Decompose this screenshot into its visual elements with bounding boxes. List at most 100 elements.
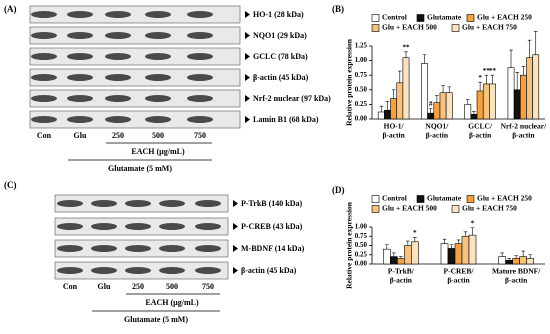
y-tick-label: 0.25 <box>355 100 368 108</box>
blot-label: P-TrkB (140 kDa) <box>241 199 303 208</box>
blot-label: P-CREB (43 kDa) <box>241 222 303 231</box>
bar <box>402 57 410 120</box>
error-bar <box>428 108 433 114</box>
lane-label: 500 <box>152 131 164 140</box>
error-bar <box>385 101 390 111</box>
x-tick-label: P-TrkB/ <box>388 267 415 276</box>
blot-label: GCLC (78 kDa) <box>253 52 308 61</box>
bar <box>396 82 404 120</box>
bar <box>447 248 456 265</box>
error-bar <box>521 66 526 76</box>
bar <box>440 243 449 265</box>
significance: # <box>429 100 433 108</box>
band <box>105 74 131 81</box>
x-tick-label: β-actin <box>382 131 405 140</box>
y-tick-label: 0.50 <box>355 241 368 249</box>
error-bar <box>441 85 445 93</box>
legend-swatch <box>416 195 425 203</box>
base-label: Glutamate (5 mM) <box>124 315 188 324</box>
error-bar <box>509 49 513 68</box>
error-bar <box>456 239 461 244</box>
arrow <box>233 245 238 252</box>
band <box>91 245 117 252</box>
x-tick-label: GCLC/ <box>468 122 493 131</box>
lane-label: 750 <box>194 131 206 140</box>
band <box>187 53 213 60</box>
bar <box>498 256 506 265</box>
error-bar <box>391 89 396 99</box>
significance: * <box>471 219 475 227</box>
x-tick-label: Nrf-2 nuclear/ <box>501 122 548 131</box>
bar <box>519 256 527 265</box>
legend-label: Glutamate <box>427 13 462 22</box>
bar <box>489 83 496 120</box>
band <box>91 223 117 230</box>
error-bar <box>500 252 504 257</box>
y-tick-label: 1.00 <box>355 56 368 64</box>
legend-swatch <box>371 205 380 213</box>
error-bar <box>399 256 403 259</box>
significance: * <box>413 229 417 237</box>
bar <box>454 243 463 265</box>
band <box>145 11 171 18</box>
error-bar <box>521 250 525 257</box>
band <box>125 245 151 252</box>
error-bar <box>442 238 447 244</box>
band <box>57 223 83 230</box>
error-bar <box>398 70 402 83</box>
error-bar <box>472 111 476 115</box>
error-bar <box>385 244 389 250</box>
band <box>91 267 117 274</box>
band <box>31 32 57 39</box>
panel-label: (B) <box>332 4 344 14</box>
error-bar <box>404 51 408 58</box>
bar <box>384 109 391 120</box>
y-tick-label: 0.50 <box>355 85 368 93</box>
band <box>125 200 151 207</box>
y-axis-label: Relative protein expression <box>345 38 354 126</box>
error-bar <box>507 258 511 261</box>
blot-label: NQO1 (29 kDa) <box>253 31 307 40</box>
arrow <box>245 53 250 60</box>
blot-row <box>29 47 241 66</box>
band <box>195 223 221 230</box>
band <box>105 116 131 123</box>
lane-label: 250 <box>112 131 124 140</box>
band <box>31 53 57 60</box>
band <box>31 116 57 123</box>
error-bar <box>435 95 439 103</box>
bar <box>461 235 470 265</box>
lane-label: Con <box>37 131 52 140</box>
treatment-label: EACH (µg/mL) <box>131 147 185 156</box>
band <box>67 116 93 123</box>
legend-swatch <box>416 14 425 22</box>
bar <box>532 54 540 120</box>
error-bar <box>484 74 489 84</box>
bar <box>439 92 447 120</box>
error-bar <box>406 240 410 246</box>
legend-label: Control <box>382 13 407 22</box>
band <box>67 95 93 102</box>
panel-label: (A) <box>4 4 17 14</box>
band <box>31 95 57 102</box>
band <box>57 245 83 252</box>
blot-row <box>29 89 241 108</box>
arrow <box>233 267 238 274</box>
blot-row <box>29 26 241 45</box>
bar <box>390 98 398 120</box>
band <box>57 200 83 207</box>
error-bar <box>392 252 396 257</box>
blot-label: Nrf-2 nuclear (97 kDa) <box>253 94 331 103</box>
band <box>105 11 131 18</box>
band <box>187 95 213 102</box>
arrow <box>245 116 250 123</box>
band <box>125 223 151 230</box>
bar <box>505 259 513 265</box>
lane-label: Glu <box>74 131 87 140</box>
error-bar <box>527 39 532 58</box>
y-tick-label: 0.75 <box>355 232 368 240</box>
error-bar <box>463 231 468 237</box>
legend-label: Glu + EACH 750 <box>462 23 517 32</box>
bar <box>433 102 441 120</box>
x-tick-label: NQO1/ <box>425 122 449 131</box>
